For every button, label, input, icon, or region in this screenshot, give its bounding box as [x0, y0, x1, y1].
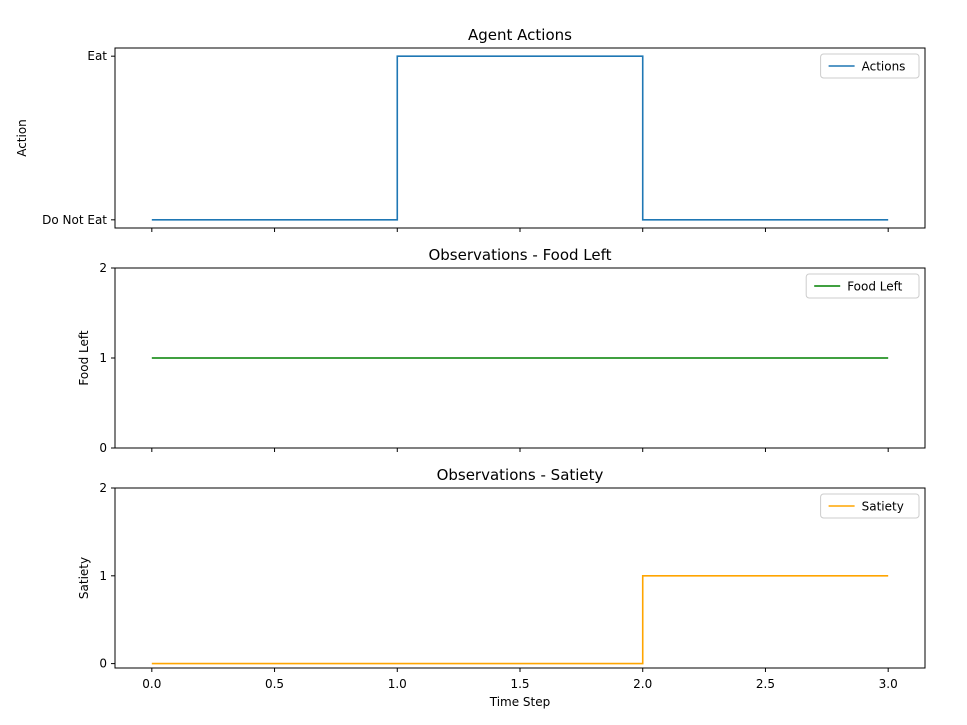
- y-tick-label: 0: [99, 441, 107, 455]
- legend-label: Satiety: [862, 500, 904, 514]
- chart-title: Agent Actions: [468, 26, 572, 44]
- y-tick-label: 0: [99, 657, 107, 671]
- y-tick-label: 2: [99, 481, 107, 495]
- x-tick-label: 1.5: [510, 677, 529, 691]
- x-tick-label: 0.5: [265, 677, 284, 691]
- chart-title: Observations - Food Left: [428, 246, 611, 264]
- legend-label: Food Left: [847, 280, 902, 294]
- x-axis-label: Time Step: [489, 695, 551, 709]
- axes-frame: [114, 267, 926, 449]
- legend: [820, 493, 920, 519]
- y-tick-label: 2: [99, 261, 107, 275]
- x-tick-label: 1.0: [388, 677, 407, 691]
- axes-frame: [114, 487, 926, 669]
- x-tick-label: 0.0: [142, 677, 161, 691]
- subplot-3: Observations - Satiety 0 1 2 0.0 0.5 1.0 1.5 2.0…: [77, 466, 926, 709]
- x-tick-label: 3.0: [879, 677, 898, 691]
- subplot-1: Agent Actions Do Not Eat Eat Action Actions: [15, 26, 926, 232]
- axes-frame: [114, 47, 926, 229]
- y-axis-label: Food Left: [77, 330, 91, 385]
- subplot-2: Observations - Food Left 0 1 2 Food Left Food…: [77, 246, 926, 455]
- y-axis-label: Action: [15, 119, 29, 157]
- legend-label: Actions: [862, 60, 906, 74]
- y-tick-label: Eat: [87, 49, 107, 63]
- legend: [805, 273, 920, 299]
- series-line-actions: [151, 55, 889, 221]
- chart-title: Observations - Satiety: [437, 466, 604, 484]
- series-line-satiety: [151, 575, 889, 665]
- x-tick-label: 2.5: [756, 677, 775, 691]
- y-tick-label: 1: [99, 351, 107, 365]
- y-axis-label: Satiety: [77, 557, 91, 599]
- legend: [820, 53, 920, 79]
- x-tick-label: 2.0: [633, 677, 652, 691]
- y-tick-label: Do Not Eat: [42, 213, 107, 227]
- y-tick-label: 1: [99, 569, 107, 583]
